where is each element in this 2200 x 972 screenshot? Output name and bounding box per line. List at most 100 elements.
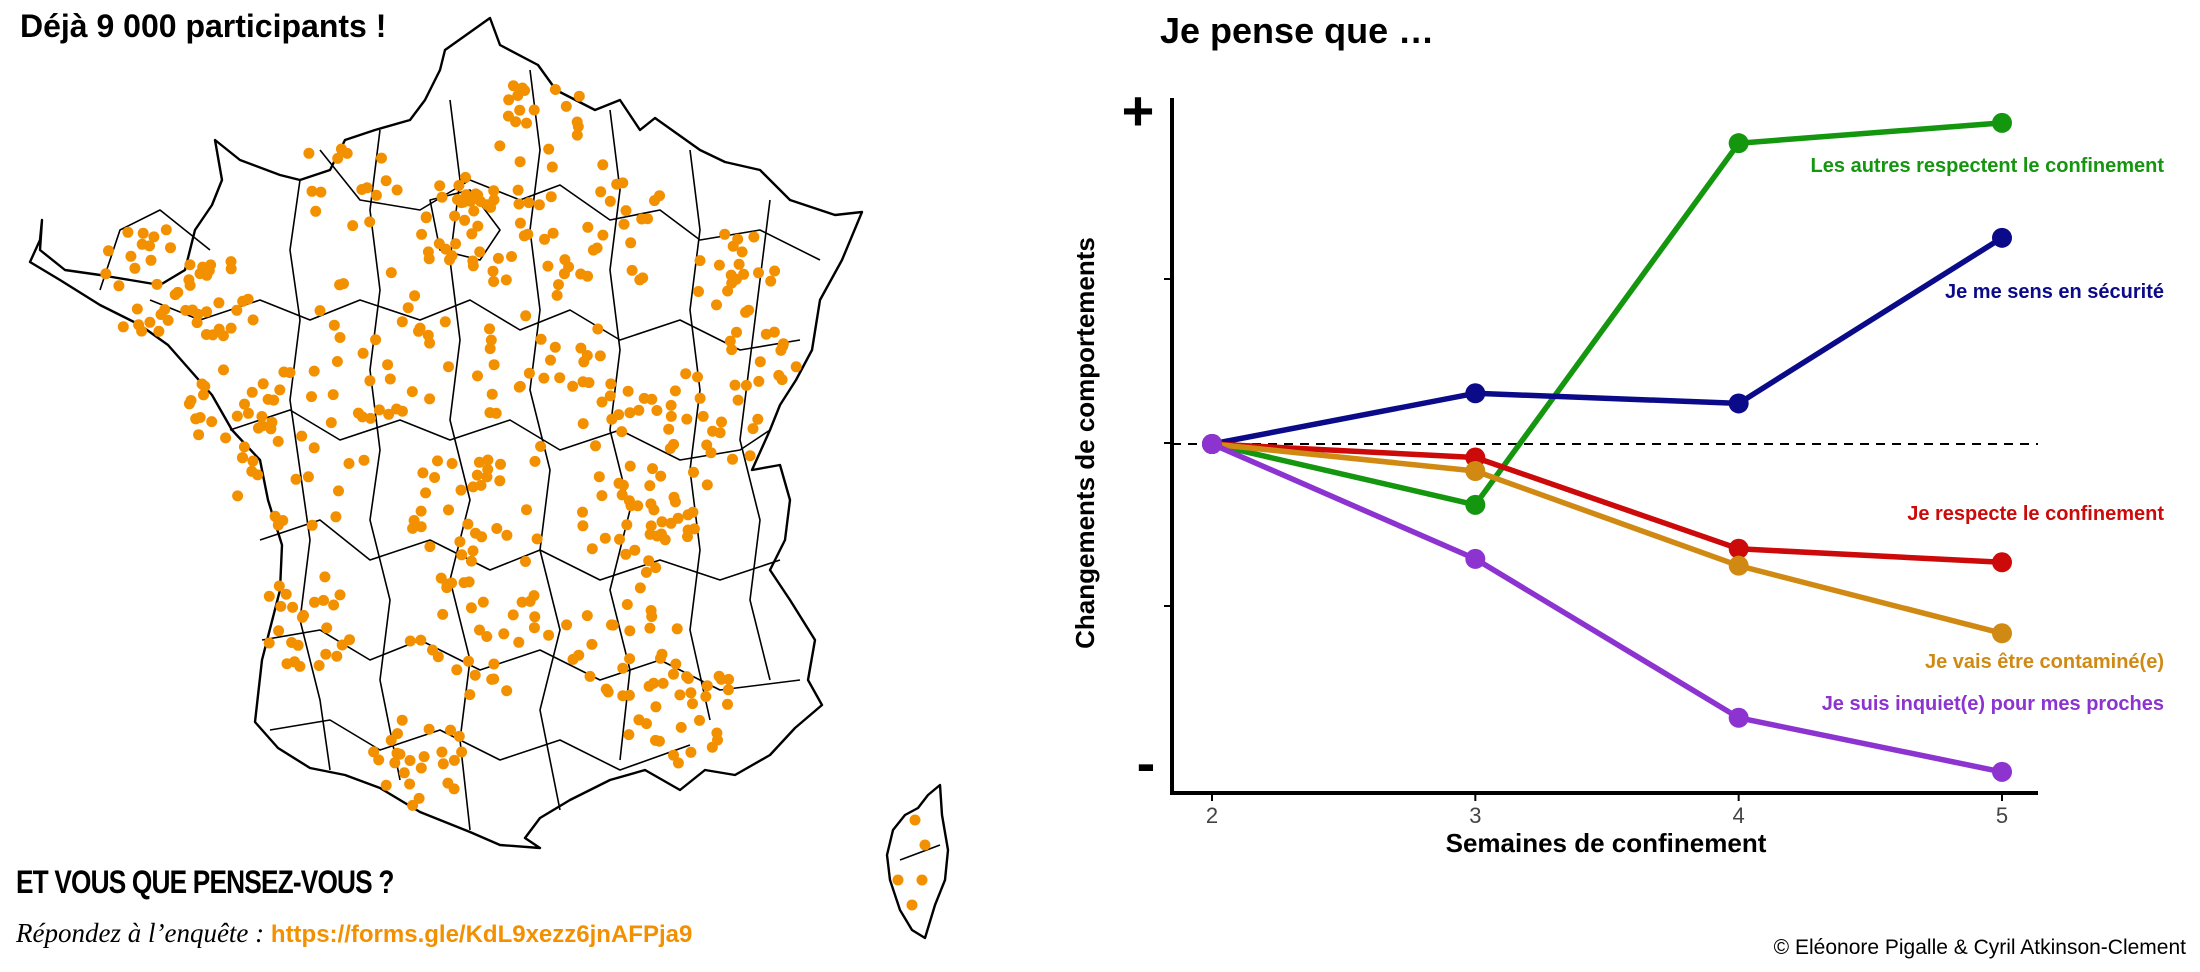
participant-dot: [198, 389, 209, 401]
y-bottom-label: -: [1137, 731, 1156, 794]
participant-dot: [681, 413, 693, 425]
participant-dot: [688, 523, 700, 535]
participant-dot: [200, 329, 212, 340]
participant-dot: [586, 543, 598, 555]
x-tick-label: 2: [1206, 803, 1218, 828]
participant-dot: [385, 267, 397, 279]
participant-dot: [501, 685, 513, 697]
participant-dot: [707, 425, 719, 437]
participant-dot: [398, 767, 410, 779]
participant-dot: [723, 673, 735, 685]
participant-dot: [520, 556, 531, 567]
participant-dot: [191, 317, 203, 329]
participant-dot: [296, 611, 308, 623]
data-point: [1728, 555, 1749, 576]
participant-dot: [645, 605, 657, 616]
participant-dot: [654, 190, 665, 202]
participant-dot: [501, 529, 513, 541]
data-point: [1465, 461, 1486, 482]
series-label: Je vais être contaminé(e): [1925, 651, 2164, 673]
participant-dot: [754, 356, 766, 368]
participant-dot: [474, 246, 486, 258]
participant-dot: [287, 601, 299, 613]
participant-dot: [674, 689, 686, 701]
reply-line: Répondez à l’enquête : https://forms.gle…: [16, 918, 692, 949]
participant-dot: [242, 407, 254, 419]
participant-dot: [471, 469, 483, 481]
participant-dot: [380, 779, 392, 791]
participant-dot: [332, 152, 344, 164]
participant-dot: [513, 636, 525, 648]
participant-dot: [117, 321, 129, 333]
participant-dot: [701, 680, 713, 692]
survey-link[interactable]: https://forms.gle/KdL9xezz6jnAFPja9: [270, 921, 693, 948]
participant-dot: [448, 754, 460, 766]
participant-dot: [909, 814, 921, 826]
participant-dot: [423, 253, 435, 265]
participant-dot: [533, 199, 545, 211]
participant-dot: [484, 343, 496, 355]
participant-dot: [740, 379, 752, 391]
x-axis-title: Semaines de confinement: [1446, 828, 1767, 858]
participant-dot: [113, 280, 125, 292]
participant-dot: [790, 361, 802, 373]
participant-dot: [722, 285, 734, 297]
participant-dot: [539, 233, 550, 245]
participant-dot: [575, 342, 587, 354]
participant-dot: [413, 325, 424, 337]
participant-dot: [529, 455, 541, 467]
participant-dot: [596, 396, 608, 408]
participant-dot: [465, 602, 477, 614]
participant-dot: [577, 506, 588, 518]
x-tick-label: 5: [1996, 803, 2008, 828]
participant-dot: [590, 440, 601, 452]
participant-dot: [257, 378, 269, 390]
participant-dot: [391, 184, 403, 196]
participant-dot: [125, 250, 137, 262]
participant-dot: [892, 874, 904, 886]
participant-dot: [423, 723, 435, 735]
participant-dot: [549, 341, 561, 353]
participant-dot: [567, 653, 579, 665]
participant-dot: [165, 242, 176, 254]
participant-dot: [303, 147, 315, 159]
chart-title: Je pense que …: [1160, 10, 1435, 51]
participant-dot: [490, 407, 502, 419]
participant-dot: [225, 322, 237, 334]
participant-dot: [144, 316, 156, 328]
participant-dot: [331, 650, 343, 662]
participant-dot: [668, 668, 679, 680]
participant-dot: [247, 455, 259, 467]
participant-dot: [129, 262, 141, 274]
participant-dot: [595, 186, 607, 198]
participant-dot: [561, 619, 573, 631]
participant-dot: [597, 159, 609, 171]
participant-dot: [577, 520, 589, 532]
participant-dot: [625, 237, 637, 249]
participant-dot: [624, 407, 636, 419]
participant-dot: [409, 290, 421, 302]
participant-dot: [334, 589, 346, 601]
participant-dot: [542, 260, 554, 272]
participant-dot: [183, 274, 195, 286]
participant-dots: [100, 80, 931, 911]
participant-dot: [554, 372, 566, 384]
participant-dot: [145, 254, 157, 266]
headline: Déjà 9 000 participants !: [20, 8, 387, 44]
participant-dot: [694, 255, 706, 267]
participant-dot: [396, 316, 408, 328]
participant-dot: [634, 274, 646, 286]
participant-dot: [273, 580, 285, 592]
data-point: [1992, 761, 2012, 782]
participant-dot: [246, 386, 258, 398]
participant-dot: [364, 216, 376, 228]
participant-dot: [357, 347, 369, 359]
participant-dot: [184, 259, 196, 271]
participant-dot: [382, 359, 394, 371]
participant-dot: [439, 316, 451, 328]
mainland-outline: [28, 16, 864, 850]
participant-dot: [473, 456, 485, 468]
participant-dot: [494, 475, 506, 487]
participant-dot: [503, 94, 515, 106]
participant-dot: [597, 229, 609, 241]
